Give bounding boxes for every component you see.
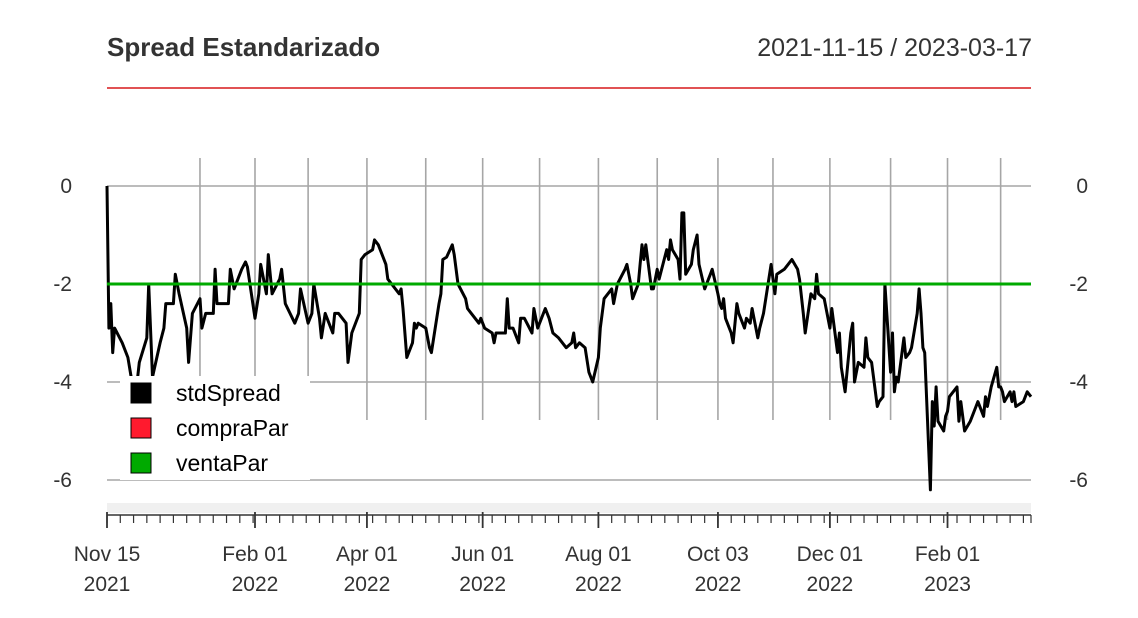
y-tick-label-right: 0 [1076, 175, 1088, 198]
y-tick-label-left: -2 [53, 273, 72, 296]
x-tick-label: Jun 01 [451, 543, 514, 566]
x-tick-year: 2022 [575, 573, 622, 596]
legend-label-stdSpread: stdSpread [176, 380, 281, 406]
legend-swatch-compraPar [130, 417, 152, 439]
legend-swatch-stdSpread [130, 382, 152, 404]
legend-swatch-ventaPar [130, 452, 152, 474]
x-tick-year: 2022 [344, 573, 391, 596]
y-tick-label-left: -4 [53, 371, 72, 394]
y-axis-right: 0 -2 -4 -6 [1069, 175, 1088, 492]
x-tick-year: 2022 [232, 573, 279, 596]
y-tick-label-right: -2 [1069, 273, 1088, 296]
x-tick-label: Oct 03 [687, 543, 749, 566]
x-tick-label: Feb 01 [222, 543, 287, 566]
y-tick-label-left: 0 [60, 175, 72, 198]
y-tick-label-right: -6 [1069, 469, 1088, 492]
date-range: 2021-11-15 / 2023-03-17 [757, 34, 1032, 62]
x-axis-ticks: Nov 15 2021 Feb 01 2022 Apr 01 2022 Jun 01 2022… [74, 512, 980, 596]
x-tick-year: 2021 [84, 573, 131, 596]
x-tick-label: Apr 01 [336, 543, 398, 566]
vertical-grid [199, 158, 1002, 420]
x-tick-label: Nov 15 [74, 543, 141, 566]
x-tick-year: 2022 [807, 573, 854, 596]
lower-band [107, 503, 1031, 513]
y-axis-left: 0 -2 -4 -6 [53, 175, 72, 492]
legend-label-ventaPar: ventaPar [176, 450, 268, 476]
chart-title: Spread Estandarizado [107, 32, 381, 62]
x-axis-minor-ticks [106, 515, 1032, 523]
x-tick-label: Dec 01 [797, 543, 864, 566]
x-tick-year: 2023 [924, 573, 971, 596]
legend: stdSpread compraPar ventaPar [120, 376, 310, 480]
series-layer [105, 185, 1033, 492]
legend-background [120, 376, 310, 480]
x-tick-year: 2022 [695, 573, 742, 596]
series-stdSpread-line [105, 185, 1033, 492]
x-tick-label: Aug 01 [565, 543, 632, 566]
x-tick-label: Feb 01 [915, 543, 980, 566]
legend-label-compraPar: compraPar [176, 415, 289, 441]
x-tick-year: 2022 [459, 573, 506, 596]
y-tick-label-left: -6 [53, 469, 72, 492]
y-tick-label-right: -4 [1069, 371, 1088, 394]
